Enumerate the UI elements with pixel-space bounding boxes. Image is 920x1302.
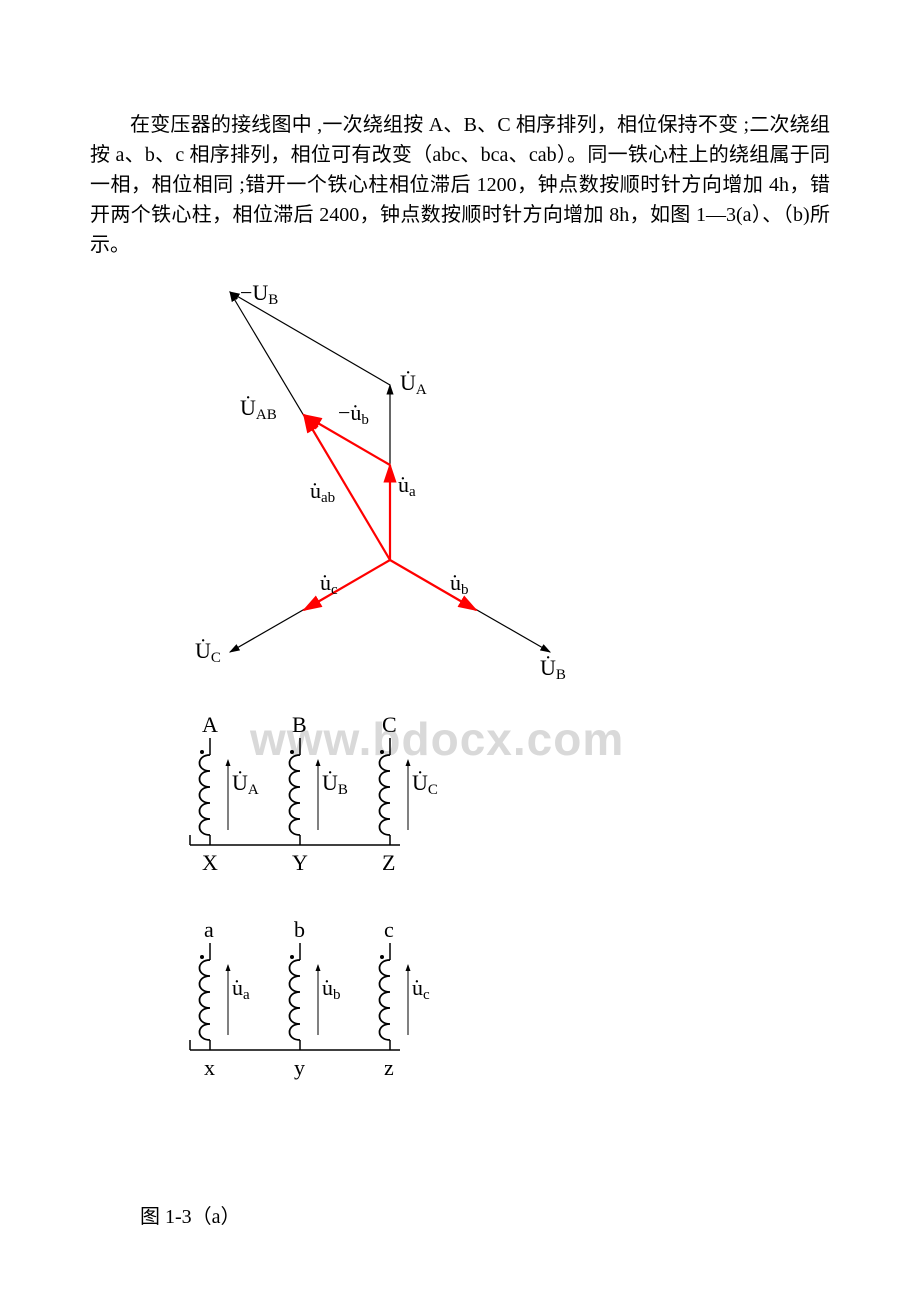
svg-text:U̇A: U̇A [232, 770, 259, 798]
label-UA: U̇A [400, 370, 427, 398]
label-uab: u̇ab [310, 478, 335, 506]
svg-text:Y: Y [292, 850, 308, 875]
svg-text:Z: Z [382, 850, 395, 875]
diagram-area: www.bdocx.com [90, 280, 830, 1180]
label-uc: u̇c [320, 570, 338, 598]
svg-text:u̇b: u̇b [322, 975, 341, 1003]
svg-text:A: A [202, 712, 218, 737]
figure-caption: 图 1-3（a） [140, 1200, 830, 1229]
label-ub: u̇b [450, 570, 469, 598]
svg-text:X: X [202, 850, 218, 875]
svg-text:b: b [294, 917, 305, 942]
svg-text:c: c [384, 917, 394, 942]
label-UB: U̇B [540, 655, 566, 683]
svg-text:u̇a: u̇a [232, 975, 250, 1003]
svg-text:x: x [204, 1055, 215, 1080]
label-negUB: −UB [240, 280, 278, 308]
secondary-winding: a u̇a x b u̇b y [190, 917, 430, 1080]
svg-text:C: C [382, 712, 397, 737]
svg-text:U̇C: U̇C [412, 770, 438, 798]
svg-text:z: z [384, 1055, 394, 1080]
primary-winding: A U̇A X B U̇B [190, 712, 438, 875]
svg-text:y: y [294, 1055, 305, 1080]
svg-text:B: B [292, 712, 307, 737]
label-ua: u̇a [398, 472, 416, 500]
svg-text:u̇c: u̇c [412, 975, 430, 1003]
label-UAB: U̇AB [240, 395, 277, 423]
svg-text:a: a [204, 917, 214, 942]
svg-text:U̇B: U̇B [322, 770, 348, 798]
phasor-diagram: U̇A U̇B U̇C −UB U̇AB u̇a u̇b u̇c −u̇b u̇… [195, 280, 566, 683]
body-paragraph: 在变压器的接线图中 ,一次绕组按 A、B、C 相序排列，相位保持不变 ;二次绕组… [90, 110, 830, 260]
label-UC: U̇C [195, 638, 221, 666]
label-neg-ub: −u̇b [338, 400, 369, 428]
phasor-and-winding-svg: U̇A U̇B U̇C −UB U̇AB u̇a u̇b u̇c −u̇b u̇… [90, 280, 830, 1180]
